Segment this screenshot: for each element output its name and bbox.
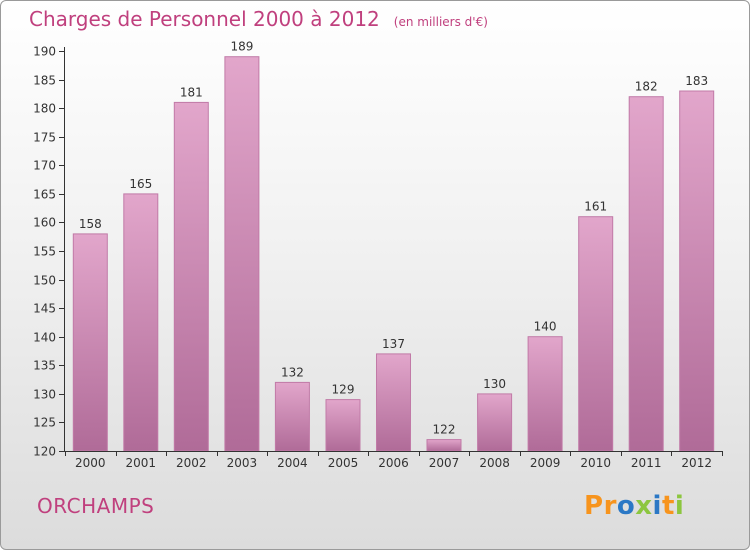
- x-tick-label: 2007: [429, 456, 460, 470]
- value-label: 137: [382, 337, 405, 351]
- title-row: Charges de Personnel 2000 à 2012 (en mill…: [29, 7, 488, 31]
- logo-letter: r: [603, 491, 617, 521]
- bar-2011: [628, 96, 664, 452]
- bar-2008: [477, 393, 513, 452]
- value-label: 189: [230, 40, 253, 54]
- y-tick-label: 190: [33, 45, 56, 59]
- bar-2002: [173, 101, 209, 452]
- proxiti-logo[interactable]: Proxiti: [584, 491, 684, 521]
- y-tick-label: 180: [33, 102, 56, 116]
- logo-letter: P: [584, 491, 604, 521]
- y-tick-label: 165: [33, 188, 56, 202]
- y-tick-label: 175: [33, 131, 56, 145]
- bar-2006: [376, 353, 411, 452]
- bar-2003: [224, 56, 260, 452]
- value-label: 165: [129, 177, 152, 191]
- value-label: 132: [281, 365, 304, 379]
- y-tick-label: 140: [33, 331, 56, 345]
- logo-letter: i: [652, 491, 662, 521]
- x-tick-label: 2006: [378, 456, 409, 470]
- y-tick-label: 145: [33, 302, 56, 316]
- bar-2000: [72, 233, 108, 452]
- bar-2012: [679, 90, 715, 452]
- logo-letter: i: [674, 491, 685, 521]
- y-tick-label: 130: [33, 388, 56, 402]
- value-label: 140: [534, 320, 557, 334]
- x-tick-label: 2008: [479, 456, 510, 470]
- x-tick-label: 2012: [681, 456, 712, 470]
- y-tick-label: 125: [33, 416, 56, 430]
- logo-letter: x: [635, 491, 653, 521]
- value-label: 129: [332, 383, 355, 397]
- x-tick-label: 2002: [176, 456, 207, 470]
- x-tick-label: 2009: [530, 456, 561, 470]
- bar-2009: [527, 336, 563, 452]
- value-label: 122: [433, 423, 456, 437]
- x-tick-label: 2004: [277, 456, 308, 470]
- x-tick-label: 2010: [580, 456, 611, 470]
- bar-2004: [274, 381, 310, 452]
- commune-name: ORCHAMPS: [37, 494, 155, 518]
- value-label: 182: [635, 80, 658, 94]
- bar-2010: [578, 216, 614, 452]
- y-tick-label: 155: [33, 245, 56, 259]
- x-tick-label: 2001: [126, 456, 157, 470]
- y-tick-label: 185: [33, 74, 56, 88]
- chart-title: Charges de Personnel 2000 à 2012: [29, 7, 380, 31]
- x-tick-label: 2011: [631, 456, 662, 470]
- bars-layer: [72, 56, 715, 452]
- x-tick-label: 2005: [328, 456, 359, 470]
- bar-2007: [426, 439, 462, 452]
- value-label: 181: [180, 85, 203, 99]
- y-tick-label: 135: [33, 359, 56, 373]
- value-label: 158: [79, 217, 102, 231]
- y-tick-label: 160: [33, 216, 56, 230]
- chart-subtitle: (en milliers d'€): [393, 15, 488, 29]
- bar-2005: [325, 399, 361, 452]
- x-tick-label: 2003: [227, 456, 258, 470]
- value-label: 130: [483, 377, 506, 391]
- logo-letter: o: [616, 491, 636, 521]
- x-tick-label: 2000: [75, 456, 106, 470]
- value-label: 183: [685, 74, 708, 88]
- axes-layer: [59, 47, 723, 456]
- labels-layer: 158 165 181 189 132 129 137 122 130 140 161 182 183 1…: [33, 40, 712, 470]
- logo-letter: t: [661, 491, 675, 521]
- y-tick-label: 150: [33, 274, 56, 288]
- value-label: 161: [584, 200, 607, 214]
- y-tick-label: 170: [33, 159, 56, 173]
- bar-2001: [123, 193, 159, 452]
- y-tick-label: 120: [33, 445, 56, 459]
